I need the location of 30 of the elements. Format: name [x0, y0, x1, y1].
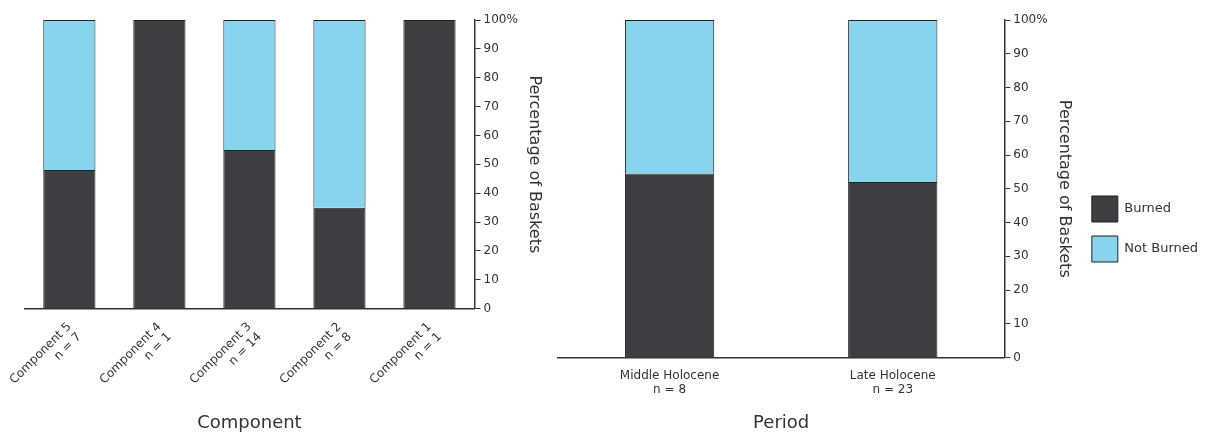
y-tick-label: 70 [483, 98, 499, 113]
y-tick-label: 30 [1013, 248, 1029, 263]
x-tick-label: Middle Holocene n = 8 [619, 367, 720, 397]
y-tick-label: 80 [1013, 79, 1029, 94]
y-axis-title: Percentage of Baskets [526, 75, 546, 254]
y-tick-label: 90 [483, 40, 499, 55]
y-tick-label: 100% [1013, 12, 1048, 27]
y-tick-label: 10 [1013, 315, 1029, 330]
y-tick-label: 80 [483, 69, 499, 84]
y-tick-label: 70 [1013, 113, 1029, 128]
y-tick-label: 60 [1013, 147, 1029, 162]
y-tick-label: 0 [483, 300, 492, 315]
y-tick-label: 100% [483, 12, 518, 27]
y-tick-label: 50 [1013, 180, 1029, 195]
y-tick-label: 20 [1013, 282, 1029, 297]
y-tick-label: 50 [483, 156, 499, 171]
y-tick-label: 10 [483, 271, 499, 286]
y-tick-label: 40 [1013, 214, 1029, 229]
legend-label: Not Burned [1124, 240, 1198, 256]
x-axis-title: Component [197, 410, 302, 432]
y-axis-title: Percentage of Baskets [1056, 99, 1076, 278]
y-tick-label: 20 [483, 243, 499, 258]
x-tick-label: Late Holocene n = 23 [849, 367, 936, 397]
y-tick-label: 40 [483, 185, 499, 200]
y-tick-label: 90 [1013, 45, 1029, 60]
y-tick-label: 0 [1013, 349, 1021, 364]
x-axis-title: Period [753, 410, 810, 432]
y-tick-label: 30 [483, 214, 499, 229]
y-tick-label: 60 [483, 127, 499, 142]
legend-label: Burned [1124, 200, 1172, 216]
